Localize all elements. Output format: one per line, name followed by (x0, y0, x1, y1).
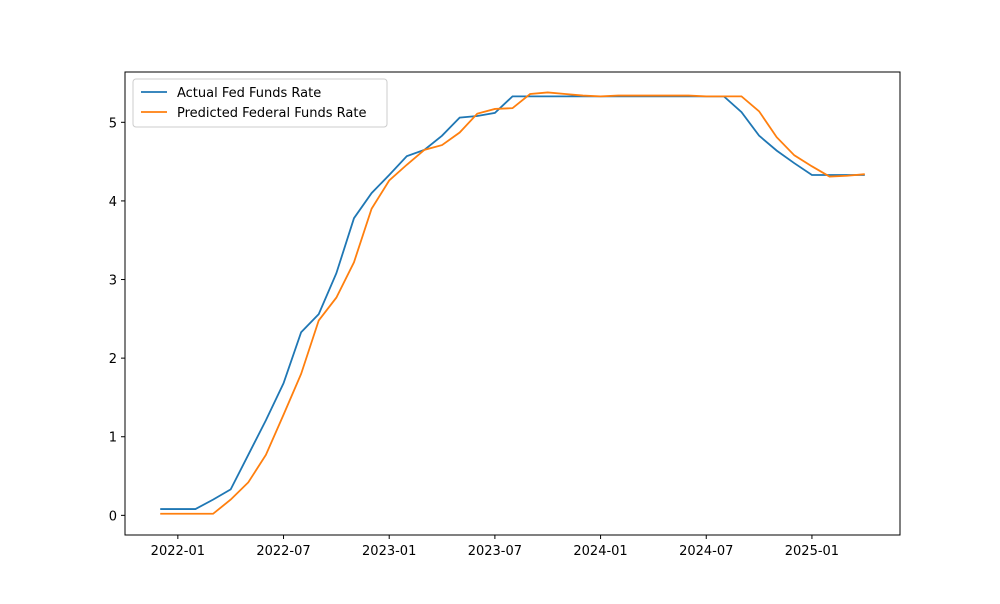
x-tick-label: 2023-01 (362, 544, 416, 559)
x-tick-label: 2022-01 (151, 544, 205, 559)
legend-label: Predicted Federal Funds Rate (177, 106, 366, 121)
y-tick-label: 1 (109, 431, 117, 446)
plot-frame (124, 71, 901, 536)
x-tick-label: 2022-07 (256, 544, 310, 559)
y-tick-label: 5 (109, 116, 117, 131)
x-tick-label: 2025-01 (785, 544, 839, 559)
legend-label: Actual Fed Funds Rate (177, 86, 321, 101)
y-tick-label: 4 (109, 195, 117, 210)
x-tick-label: 2024-01 (573, 544, 627, 559)
x-tick-label: 2024-07 (679, 544, 733, 559)
y-tick-label: 2 (109, 352, 117, 367)
x-tick-label: 2023-07 (468, 544, 522, 559)
y-tick-label: 0 (109, 509, 117, 524)
y-tick-label: 3 (109, 274, 117, 289)
data-line (160, 95, 865, 510)
data-line (160, 91, 865, 515)
legend-box (132, 78, 388, 128)
